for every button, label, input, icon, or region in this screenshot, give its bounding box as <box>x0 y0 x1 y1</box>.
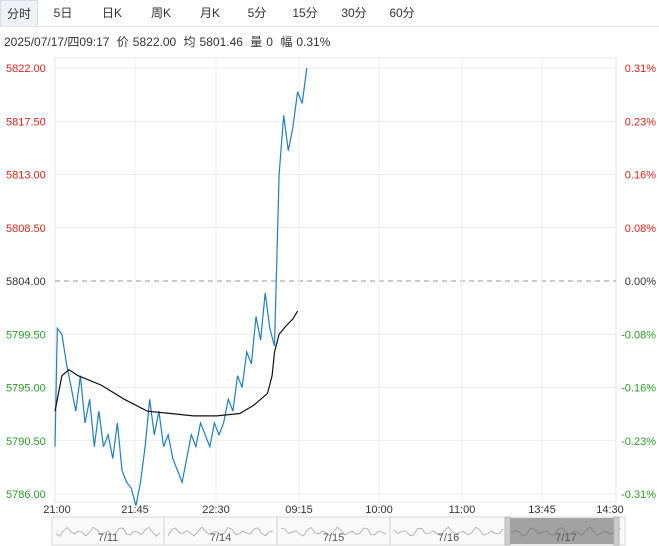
y-tick-left: 5817.50 <box>6 116 46 128</box>
tab-5-day[interactable]: 5日 <box>53 6 73 20</box>
y-tick-right: 0.00% <box>625 276 656 288</box>
info-volume-label: 量 <box>250 35 263 49</box>
navigator-sparkline <box>280 526 387 537</box>
x-tick-label: 09:15 <box>285 504 313 516</box>
tab-monthly-k[interactable]: 月K <box>199 6 220 20</box>
x-tick-label: 14:30 <box>596 504 624 516</box>
chart-period-tabs: 分时 5日 日K 周K 月K 5分 15分 30分 60分 <box>0 0 659 27</box>
y-tick-left: 5813.00 <box>6 170 46 182</box>
y-tick-right: 0.23% <box>625 116 656 128</box>
navigator-session-label: 7/11 <box>98 532 119 544</box>
info-price-label: 价 <box>116 35 129 49</box>
range-navigator: 7/117/147/157/167/17 <box>51 516 626 546</box>
tab-30-min[interactable]: 30分 <box>341 6 367 20</box>
y-tick-left: 5795.00 <box>6 383 46 395</box>
navigator-handle-left[interactable] <box>504 516 511 546</box>
info-avg: 5801.46 <box>199 35 243 49</box>
y-tick-right: -0.16% <box>621 383 656 395</box>
price-line <box>54 67 308 506</box>
navigator-session-label: 7/14 <box>210 532 231 544</box>
y-tick-right: 0.31% <box>625 63 656 75</box>
y-tick-right: 0.16% <box>625 170 656 182</box>
navigator-selection <box>510 518 614 544</box>
tab-60-min[interactable]: 60分 <box>389 6 415 20</box>
navigator-sparkline <box>393 526 504 537</box>
x-tick-label: 21:00 <box>43 504 71 516</box>
info-price: 5822.00 <box>132 35 177 49</box>
x-tick-label: 22:30 <box>202 504 230 516</box>
tab-intraday[interactable]: 分时 <box>0 0 38 26</box>
x-tick-label: 13:45 <box>528 504 556 516</box>
info-change: 0.31% <box>296 35 331 49</box>
info-change-label: 幅 <box>280 35 293 49</box>
y-tick-right: -0.31% <box>621 489 656 501</box>
navigator-sparkline <box>167 526 274 537</box>
tab-daily-k[interactable]: 日K <box>101 6 122 20</box>
y-tick-right: 0.08% <box>625 223 656 235</box>
average-price-line <box>54 310 299 417</box>
x-tick-label: 11:00 <box>449 504 476 516</box>
y-tick-left: 5822.00 <box>6 63 46 75</box>
y-tick-left: 5808.50 <box>6 223 46 235</box>
tab-15-min[interactable]: 15分 <box>292 6 318 20</box>
y-tick-left: 5799.50 <box>6 329 46 341</box>
navigator-handle-right[interactable] <box>613 516 620 546</box>
x-tick-label: 21:45 <box>121 504 149 516</box>
tab-weekly-k[interactable]: 周K <box>150 6 171 20</box>
navigator-sparkline <box>55 526 161 537</box>
y-tick-left: 5804.00 <box>6 276 46 288</box>
navigator-session-label: 7/16 <box>438 532 459 544</box>
y-tick-right: -0.23% <box>621 436 656 448</box>
y-tick-left: 5786.00 <box>6 489 46 501</box>
y-tick-right: -0.08% <box>621 329 656 341</box>
x-tick-label: 10:00 <box>365 504 393 516</box>
y-tick-left: 5790.50 <box>6 436 46 448</box>
info-avg-label: 均 <box>183 35 196 49</box>
info-volume: 0 <box>266 35 273 49</box>
navigator-session-label: 7/15 <box>323 532 344 544</box>
tab-5-min[interactable]: 5分 <box>247 6 267 20</box>
plot-frame <box>54 57 617 503</box>
info-datetime: 2025/07/17/四09:17 <box>4 35 110 49</box>
